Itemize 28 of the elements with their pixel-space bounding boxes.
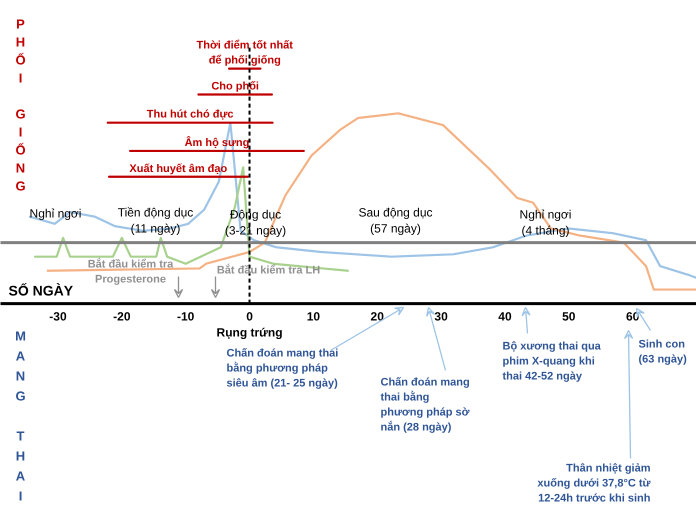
annotation: Nghỉ ngơi (4 tháng) [520,208,572,238]
text: Sinh con (63 ngày) [638,338,688,366]
x-tick-label: 20 [370,310,384,324]
x-axis-title: SỐ NGÀY [8,282,74,299]
x-tick-label: 30 [434,310,448,324]
series-label: Cho phối [211,80,259,93]
x-tick-label: -20 [113,310,131,324]
x-tick-label: 10 [306,310,320,324]
annotation: Tiền động dục (11 ngày) [118,206,194,236]
x-tick-label: 50 [562,310,576,324]
text: PHỐI GIỐNG [15,16,26,194]
series-label: Âm hộ sưng [184,136,250,149]
text: Thân nhiệt giảm xuống dưới 37,8°C từ 12-24h trước khi sinh [537,462,651,504]
series-label: Thời điểm tốt nhất để phối giống [196,40,294,67]
x-tick-label: -10 [177,310,195,324]
text: MANG THAI [15,328,26,504]
annotation: Bắt đầu kiểm tra Progesterone [88,258,174,286]
text: Bộ xương thai qua phim X-quang khi thai 42-52 ngày [502,340,602,382]
x-tick-label: -30 [49,310,67,324]
annotation: Nghỉ ngơi [30,206,82,220]
x-tick-label: 0 [246,310,254,324]
ref-line-label: Rụng trứng [216,326,283,340]
text: Chấn đoán mang thai bằng phương pháp sờ nắn (28 ngày) [380,376,470,434]
annotation: Sau động dục (57 ngày) [358,206,433,236]
x-tick-label: 40 [498,310,512,324]
series-label: Xuất huyết âm đạo [129,162,228,175]
series-label: Thu hút chó đực [146,108,234,121]
text: Chấn đoán mang thai bằng phương pháp siêu âm (21- 25 ngày) [226,348,338,390]
